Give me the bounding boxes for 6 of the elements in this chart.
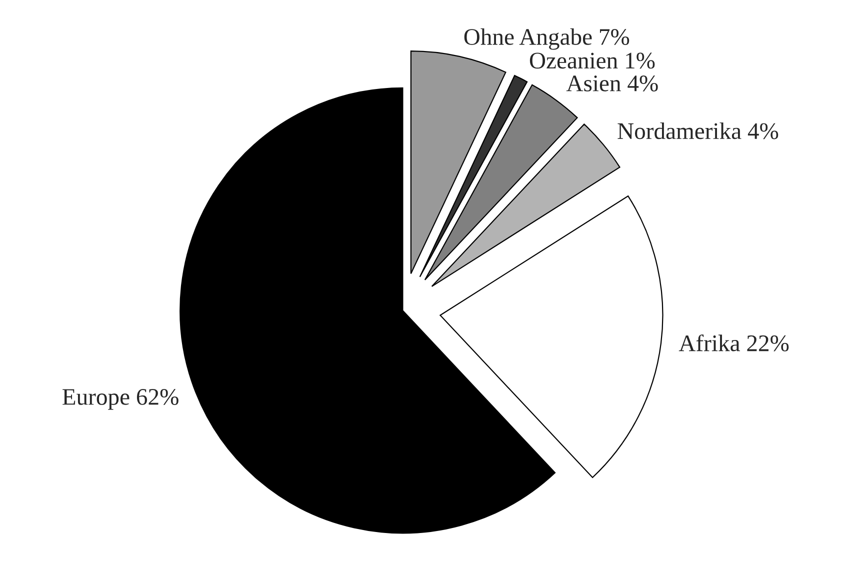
- slice-label: Europe 62%: [62, 388, 178, 410]
- slice-label: Ohne Angabe 7%: [464, 28, 630, 50]
- slice-label: Asien 4%: [566, 75, 658, 92]
- slice-label: Afrika 22%: [678, 334, 789, 352]
- slice-label: Nordamerika 4%: [618, 122, 778, 140]
- slice-label: Ozeanien 1%: [530, 52, 655, 69]
